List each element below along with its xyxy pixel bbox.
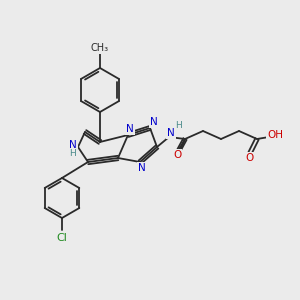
Text: N: N	[126, 124, 134, 134]
Text: CH₃: CH₃	[91, 43, 109, 53]
Text: O: O	[246, 153, 254, 163]
Text: N: N	[138, 163, 146, 173]
Text: H: H	[70, 149, 76, 158]
Text: O: O	[173, 150, 181, 160]
Text: N: N	[167, 128, 175, 138]
Text: H: H	[175, 122, 182, 130]
Text: N: N	[69, 140, 77, 150]
Text: N: N	[150, 117, 158, 127]
Text: OH: OH	[267, 130, 283, 140]
Text: Cl: Cl	[57, 233, 68, 243]
